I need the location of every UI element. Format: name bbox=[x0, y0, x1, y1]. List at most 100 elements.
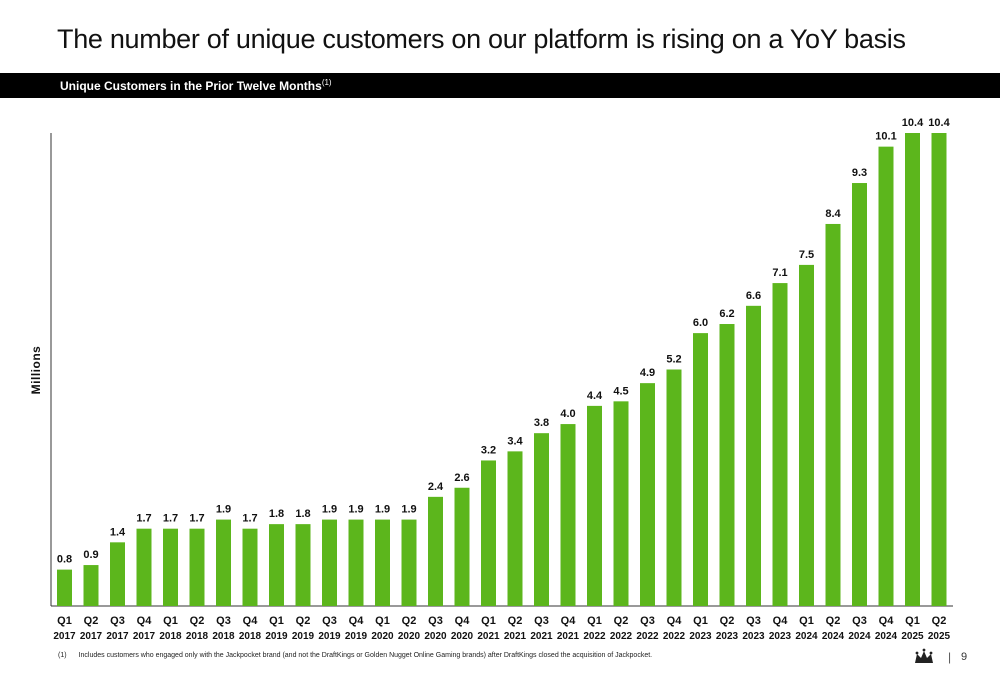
data-label: 10.4 bbox=[902, 117, 924, 129]
bar bbox=[110, 542, 125, 606]
x-tick-label-year: 2023 bbox=[689, 631, 712, 642]
data-label: 3.8 bbox=[534, 417, 549, 429]
x-tick-label-quarter: Q1 bbox=[587, 615, 602, 627]
x-tick-label-quarter: Q2 bbox=[190, 615, 205, 627]
bar bbox=[905, 133, 920, 606]
bar bbox=[163, 528, 178, 606]
bar bbox=[136, 528, 152, 606]
x-tick-label-year: 2022 bbox=[583, 631, 606, 642]
x-tick-label-quarter: Q2 bbox=[720, 615, 735, 627]
x-tick-label-quarter: Q1 bbox=[375, 615, 390, 627]
x-tick-label-quarter: Q3 bbox=[852, 615, 867, 627]
data-label: 4.0 bbox=[560, 408, 575, 420]
data-label: 1.7 bbox=[189, 513, 204, 525]
data-label: 9.3 bbox=[852, 167, 867, 179]
x-tick-label-year: 2021 bbox=[477, 631, 500, 642]
bar bbox=[587, 405, 602, 606]
bar bbox=[693, 333, 708, 606]
bar bbox=[507, 451, 523, 606]
x-tick-label-quarter: Q4 bbox=[773, 615, 789, 627]
data-label: 10.1 bbox=[875, 131, 896, 143]
chart-subtitle-text: Unique Customers in the Prior Twelve Mon… bbox=[60, 79, 322, 93]
data-label: 10.4 bbox=[928, 117, 950, 129]
bar bbox=[216, 519, 231, 606]
bar bbox=[322, 519, 337, 606]
x-tick-label-quarter: Q4 bbox=[561, 615, 577, 627]
x-tick-label-year: 2020 bbox=[371, 631, 394, 642]
x-tick-label-year: 2022 bbox=[663, 631, 686, 642]
x-tick-label-year: 2024 bbox=[822, 631, 845, 642]
x-tick-label-year: 2021 bbox=[504, 631, 527, 642]
data-label: 3.2 bbox=[481, 444, 496, 456]
x-tick-label-quarter: Q3 bbox=[428, 615, 443, 627]
x-tick-label-year: 2019 bbox=[318, 631, 341, 642]
x-tick-label-year: 2025 bbox=[928, 631, 951, 642]
x-tick-label-year: 2017 bbox=[106, 631, 129, 642]
footnote: (1) Includes customers who engaged only w… bbox=[58, 652, 652, 659]
x-tick-label-year: 2018 bbox=[239, 631, 262, 642]
section-band: Unique Customers in the Prior Twelve Mon… bbox=[0, 73, 1000, 98]
x-tick-label-quarter: Q2 bbox=[402, 615, 417, 627]
x-tick-label-year: 2021 bbox=[530, 631, 553, 642]
bar bbox=[799, 264, 814, 606]
x-tick-label-quarter: Q1 bbox=[57, 615, 72, 627]
data-label: 6.0 bbox=[693, 317, 708, 329]
x-tick-label-quarter: Q4 bbox=[455, 615, 471, 627]
data-label: 1.9 bbox=[375, 504, 390, 516]
x-tick-label-year: 2019 bbox=[292, 631, 315, 642]
x-tick-label-year: 2023 bbox=[742, 631, 765, 642]
x-tick-label-quarter: Q2 bbox=[614, 615, 629, 627]
data-label: 1.9 bbox=[216, 504, 231, 516]
x-tick-label-year: 2019 bbox=[265, 631, 288, 642]
x-tick-label-year: 2020 bbox=[451, 631, 474, 642]
chart-subtitle: Unique Customers in the Prior Twelve Mon… bbox=[60, 78, 332, 93]
data-label: 1.8 bbox=[269, 508, 284, 520]
x-tick-label-quarter: Q1 bbox=[481, 615, 496, 627]
x-tick-label-quarter: Q4 bbox=[349, 615, 365, 627]
x-tick-label-year: 2023 bbox=[769, 631, 792, 642]
x-tick-label-quarter: Q4 bbox=[243, 615, 259, 627]
x-tick-label-quarter: Q3 bbox=[746, 615, 761, 627]
bar bbox=[560, 424, 576, 606]
x-tick-label-year: 2020 bbox=[398, 631, 421, 642]
bar bbox=[746, 305, 761, 606]
x-tick-label-year: 2022 bbox=[636, 631, 659, 642]
bar bbox=[269, 524, 284, 606]
bar bbox=[852, 183, 867, 606]
x-tick-label-year: 2017 bbox=[80, 631, 103, 642]
bar bbox=[931, 133, 947, 606]
data-label: 0.8 bbox=[57, 554, 72, 566]
footnote-text: Includes customers who engaged only with… bbox=[78, 652, 653, 659]
data-label: 1.7 bbox=[242, 513, 257, 525]
x-tick-label-quarter: Q1 bbox=[163, 615, 178, 627]
bar bbox=[666, 369, 682, 606]
data-label: 8.4 bbox=[825, 208, 841, 220]
data-label: 4.9 bbox=[640, 367, 655, 379]
bar bbox=[719, 324, 735, 606]
bar bbox=[481, 460, 496, 606]
x-tick-label-quarter: Q1 bbox=[905, 615, 920, 627]
bar bbox=[401, 519, 417, 606]
x-tick-label-year: 2019 bbox=[345, 631, 368, 642]
bar bbox=[772, 283, 788, 606]
x-tick-label-quarter: Q2 bbox=[826, 615, 841, 627]
data-label: 6.2 bbox=[719, 308, 734, 320]
x-tick-label-quarter: Q3 bbox=[110, 615, 125, 627]
data-label: 1.9 bbox=[322, 504, 337, 516]
x-tick-label-quarter: Q1 bbox=[799, 615, 814, 627]
footnote-number: (1) bbox=[58, 652, 67, 659]
x-tick-label-quarter: Q2 bbox=[84, 615, 99, 627]
data-label: 6.6 bbox=[746, 290, 761, 302]
data-label: 1.8 bbox=[295, 508, 310, 520]
x-tick-label-year: 2020 bbox=[424, 631, 447, 642]
x-tick-label-quarter: Q4 bbox=[137, 615, 153, 627]
data-label: 2.6 bbox=[454, 472, 469, 484]
chart-subtitle-superscript: (1) bbox=[321, 78, 332, 87]
bar bbox=[189, 528, 205, 606]
x-tick-label-quarter: Q1 bbox=[269, 615, 284, 627]
bar bbox=[613, 401, 629, 606]
bar bbox=[878, 146, 894, 606]
x-tick-label-year: 2024 bbox=[875, 631, 898, 642]
x-tick-label-quarter: Q4 bbox=[879, 615, 895, 627]
